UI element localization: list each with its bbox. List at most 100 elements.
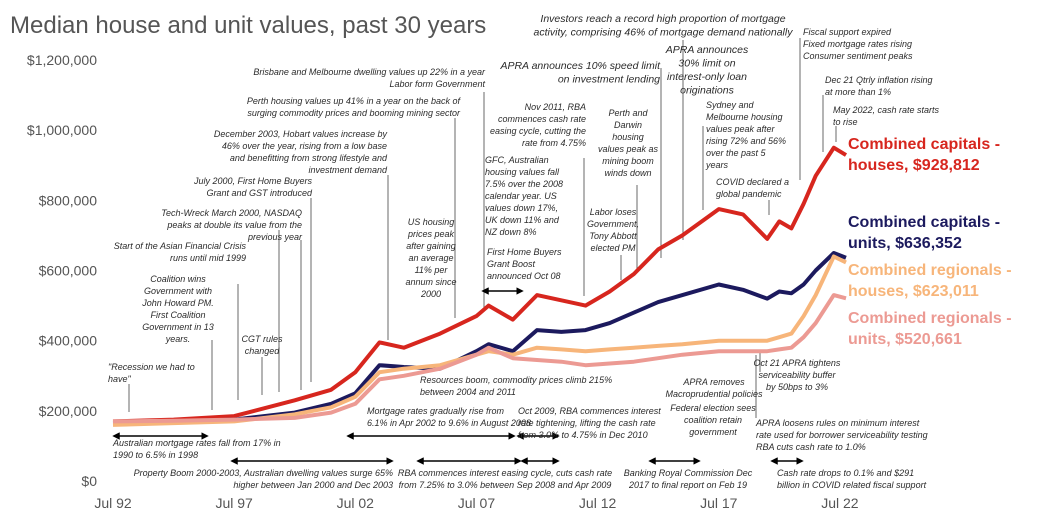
annotation: US housing prices peak after gaining an ave…	[405, 217, 456, 299]
annotation-line: surging commodity prices and booming min…	[247, 108, 461, 118]
annotation-line: years	[705, 160, 729, 170]
annotation-line: Australian mortgage rates fall from 17% …	[112, 438, 281, 448]
annotation-line: prices peak	[407, 229, 455, 239]
annotation-line: announced Oct 08	[487, 271, 561, 281]
annotation-line: December 2003, Hobart values increase by	[214, 129, 388, 139]
annotation: CGT rules changed	[241, 334, 283, 356]
annotation: Perth housing values up 41% in a year on…	[247, 96, 462, 118]
annotation-line: over the past 5	[706, 148, 767, 158]
annotation: APRA removes Macroprudential policies	[665, 377, 763, 399]
annotation: Brisbane and Melbourne dwelling values u…	[253, 67, 486, 89]
annotation-line: originations	[680, 85, 734, 97]
annotation-line: APRA announces	[665, 44, 749, 56]
annotation: Oct 2009, RBA commences interest rate tig…	[518, 406, 661, 440]
annotation-line: by 50bps to 3%	[766, 382, 828, 392]
annotation-line: Consumer sentiment peaks	[803, 51, 913, 61]
annotation: Sydney and Melbourne housing values peak a…	[705, 100, 786, 170]
annotation-line: Brisbane and Melbourne dwelling values u…	[253, 67, 486, 77]
annotation-line: First Coalition	[150, 310, 205, 320]
annotation-line: 1990 to 6.5% in 1998	[113, 450, 198, 460]
annotation-line: housing values fall	[485, 167, 560, 177]
annotation: Oct 21 APRA tightens serviceability buffe…	[754, 358, 841, 392]
annotation-line: peaks at double its value from the	[166, 220, 302, 230]
annotation-line: housing	[612, 132, 644, 142]
annotation-line: rate used for borrower serviceability te…	[756, 430, 928, 440]
annotation-line: 11% per	[415, 265, 449, 275]
annotation-line: from 7.25% to 3.0% between Sep 2008 and …	[399, 480, 612, 490]
annotation: Dec 21 Qtrly inflation rising at more tha…	[825, 75, 933, 97]
annotation-line: winds down	[604, 168, 651, 178]
legend-label: Combined regionals - houses, $623,011	[848, 262, 1012, 300]
annotation-line: on investment lending	[558, 74, 660, 86]
annotation-line: Government with	[144, 286, 212, 296]
y-tick-label: $800,000	[39, 192, 98, 208]
annotation-line: coalition retain	[684, 415, 742, 425]
annotation-line: Government,	[587, 219, 639, 229]
annotation-line: Sydney and	[706, 100, 755, 110]
legend-label: Combined capitals - houses, $928,812	[848, 136, 1001, 174]
x-tick-label: Jul 12	[579, 495, 617, 511]
x-tick-label: Jul 22	[821, 495, 859, 511]
annotation-line: between 2004 and 2011	[420, 387, 516, 397]
annotation-line: May 2022, cash rate starts	[833, 105, 940, 115]
y-tick-label: $0	[81, 473, 97, 489]
annotation-line: elected PM	[590, 243, 636, 253]
annotation-line: Coalition wins	[150, 274, 206, 284]
annotation-line: Macroprudential policies	[665, 389, 763, 399]
annotation-line: government	[689, 427, 737, 437]
annotation-line: years.	[165, 334, 191, 344]
annotation: Tech-Wreck March 2000, NASDAQ peaks at do…	[161, 208, 303, 242]
x-tick-label: Jul 97	[215, 495, 253, 511]
annotation-line: an average	[408, 253, 453, 263]
annotation: Australian mortgage rates fall from 17% …	[112, 438, 281, 460]
annotation-line: APRA removes	[682, 377, 745, 387]
annotation-line: values down 17%,	[485, 203, 558, 213]
annotation-line: GFC, Australian	[485, 155, 549, 165]
x-tick-label: Jul 02	[337, 495, 375, 511]
annotation: RBA commences interest easing cycle, cut…	[398, 468, 612, 490]
annotation-line: Melbourne housing	[706, 112, 783, 122]
annotation: Start of the Asian Financial Crisis runs …	[114, 241, 247, 263]
annotation-line: easing cycle, cutting the	[490, 126, 586, 136]
annotation: December 2003, Hobart values increase by…	[214, 129, 388, 175]
annotation-line: previous year	[247, 232, 303, 242]
period-arrows	[112, 287, 804, 465]
x-tick-label: Jul 17	[700, 495, 738, 511]
annotation-line: activity, comprising 46% of mortgage dem…	[534, 27, 794, 39]
annotation-line: Labor form Government	[389, 79, 485, 89]
annotation-line: Government in 13	[142, 322, 214, 332]
annotation-line: investment demand	[308, 165, 388, 175]
annotation: Cash rate drops to 0.1% and $291 billion …	[777, 468, 927, 490]
annotation-line: "Recession we had to	[108, 362, 195, 372]
annotation: Federal election sees coalition retain gov…	[670, 403, 756, 437]
annotation-line: First Home Buyers	[487, 247, 562, 257]
annotation-line: 6.1% in Apr 2002 to 9.6% in August 2008	[367, 418, 531, 428]
y-tick-label: $1,200,000	[27, 52, 97, 68]
annotation: Fiscal support expired Fixed mortgage rat…	[803, 27, 913, 61]
annotation-line: changed	[245, 346, 281, 356]
annotation-line: Grant Boost	[487, 259, 536, 269]
annotation: Perth and Darwin housing values peak as mini…	[598, 108, 659, 178]
annotation-line: to rise	[833, 117, 858, 127]
annotation-line: have"	[108, 374, 132, 384]
annotation: May 2022, cash rate starts to rise	[833, 105, 940, 127]
series-line	[112, 254, 847, 427]
annotation-line: Oct 21 APRA tightens	[754, 358, 841, 368]
leader-lines	[128, 38, 837, 418]
annotation: Resources boom, commodity prices climb 2…	[420, 375, 612, 397]
annotation: GFC, Australian housing values fall 7.5% o…	[485, 155, 563, 237]
annotation-line: John Howard PM.	[141, 298, 214, 308]
annotation-line: rising 72% and 56%	[706, 136, 786, 146]
annotation-line: 2017 to final report on Feb 19	[628, 480, 747, 490]
annotation-line: Nov 2011, RBA	[525, 102, 586, 112]
annotation-line: Federal election sees	[670, 403, 756, 413]
annotation-line: calendar year. US	[485, 191, 557, 201]
annotation: First Home Buyers Grant Boost announced Oc…	[487, 247, 562, 281]
annotation: Banking Royal Commission Dec 2017 to fina…	[624, 468, 753, 490]
y-tick-label: $200,000	[39, 403, 98, 419]
annotation-line: Oct 2009, RBA commences interest	[518, 406, 661, 416]
annotation-line: after gaining	[406, 241, 456, 251]
annotation-line: rate tightening, lifting the cash rate	[518, 418, 656, 428]
annotation-line: CGT rules	[241, 334, 283, 344]
